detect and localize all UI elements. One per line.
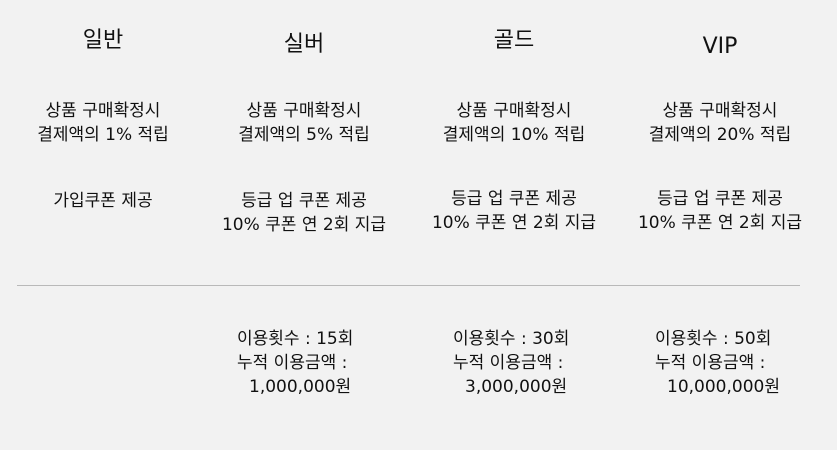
- reward-line: 결제액의 20% 적립: [648, 125, 792, 145]
- reward-line: 결제액의 10% 적립: [442, 125, 586, 145]
- reward-line: 결제액의 5% 적립: [238, 125, 370, 145]
- coupon-line: 등급 업 쿠폰 제공: [241, 191, 367, 211]
- coupon-line: 10% 쿠폰 연 2회 지급: [637, 213, 803, 233]
- tier-name: VIP: [702, 34, 738, 59]
- coupon-line: 등급 업 쿠폰 제공: [451, 189, 577, 209]
- tier-column-silver: 실버 상품 구매확정시 결제액의 5% 적립 등급 업 쿠폰 제공 10% 쿠폰…: [199, 0, 409, 450]
- coupon-line: 10% 쿠폰 연 2회 지급: [431, 213, 597, 233]
- usage-count: 이용횟수 : 50회: [655, 329, 772, 349]
- reward-line: 상품 구매확정시: [45, 101, 161, 121]
- coupon-description: 가입쿠폰 제공: [0, 189, 208, 213]
- reward-line: 상품 구매확정시: [456, 101, 572, 121]
- section-divider: [17, 285, 800, 286]
- reward-description: 상품 구매확정시 결제액의 5% 적립: [199, 99, 409, 147]
- amount-value: 10,000,000원: [667, 377, 780, 397]
- reward-description: 상품 구매확정시 결제액의 10% 적립: [409, 99, 619, 147]
- vip-requirements: 이용횟수 : 50회 누적 이용금액 : 10,000,000원: [655, 327, 780, 399]
- reward-description: 상품 구매확정시 결제액의 20% 적립: [615, 99, 825, 147]
- silver-requirements: 이용횟수 : 15회 누적 이용금액 : 1,000,000원: [237, 327, 353, 399]
- tier-name: 실버: [283, 32, 325, 57]
- amount-label: 누적 이용금액 :: [655, 353, 766, 373]
- gold-requirements: 이용횟수 : 30회 누적 이용금액 : 3,000,000원: [453, 327, 569, 399]
- reward-line: 결제액의 1% 적립: [37, 125, 169, 145]
- amount-value: 3,000,000원: [465, 377, 568, 397]
- tier-name: 골드: [493, 28, 535, 53]
- reward-line: 상품 구매확정시: [246, 101, 362, 121]
- coupon-description: 등급 업 쿠폰 제공 10% 쿠폰 연 2회 지급: [615, 187, 825, 235]
- coupon-line: 10% 쿠폰 연 2회 지급: [221, 215, 387, 235]
- coupon-line: 가입쿠폰 제공: [53, 191, 153, 211]
- amount-value: 1,000,000원: [249, 377, 352, 397]
- tier-name: 일반: [82, 28, 124, 53]
- coupon-description: 등급 업 쿠폰 제공 10% 쿠폰 연 2회 지급: [199, 189, 409, 237]
- coupon-line: 등급 업 쿠폰 제공: [657, 189, 783, 209]
- tier-column-gold: 골드 상품 구매확정시 결제액의 10% 적립 등급 업 쿠폰 제공 10% 쿠…: [409, 0, 619, 450]
- amount-label: 누적 이용금액 :: [453, 353, 564, 373]
- tier-column-basic: 일반 상품 구매확정시 결제액의 1% 적립 가입쿠폰 제공: [0, 0, 208, 450]
- usage-count: 이용횟수 : 15회: [237, 329, 354, 349]
- usage-count: 이용횟수 : 30회: [453, 329, 570, 349]
- reward-line: 상품 구매확정시: [662, 101, 778, 121]
- reward-description: 상품 구매확정시 결제액의 1% 적립: [0, 99, 208, 147]
- amount-label: 누적 이용금액 :: [237, 353, 348, 373]
- coupon-description: 등급 업 쿠폰 제공 10% 쿠폰 연 2회 지급: [409, 187, 619, 235]
- tier-column-vip: VIP 상품 구매확정시 결제액의 20% 적립 등급 업 쿠폰 제공 10% …: [615, 0, 825, 450]
